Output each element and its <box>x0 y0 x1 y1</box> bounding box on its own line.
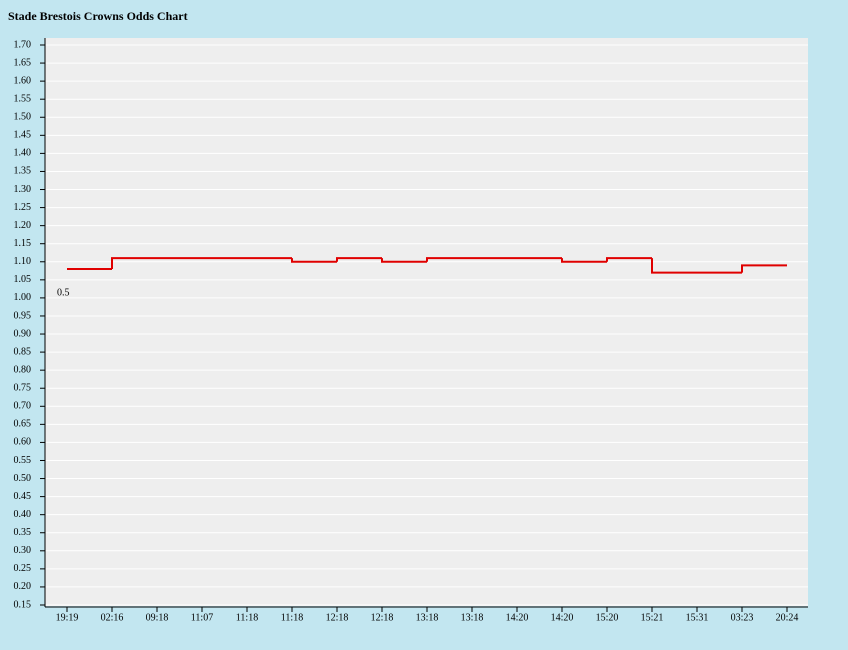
y-tick-label: 1.60 <box>14 75 32 86</box>
odds-step <box>111 257 157 269</box>
chart-title: Stade Brestois Crowns Odds Chart <box>8 9 188 23</box>
y-tick-label: 1.55 <box>14 93 32 104</box>
x-tick-label: 03:23 <box>731 612 754 623</box>
y-tick-label: 1.45 <box>14 130 32 141</box>
y-tick-label: 0.40 <box>14 509 32 520</box>
odds-step <box>561 258 607 263</box>
y-tick-label: 0.90 <box>14 328 32 339</box>
y-tick-label: 0.70 <box>14 401 32 412</box>
x-tick-label: 20:24 <box>776 612 799 623</box>
y-tick-label: 0.15 <box>14 599 32 610</box>
y-tick-label: 1.00 <box>14 292 32 303</box>
y-tick-label: 0.65 <box>14 419 32 430</box>
y-tick-label: 1.70 <box>14 39 32 50</box>
y-tick-label: 1.25 <box>14 202 32 213</box>
odds-step <box>291 258 337 263</box>
x-tick-label: 13:18 <box>416 612 439 623</box>
y-tick-label: 1.10 <box>14 256 32 267</box>
x-tick-label: 12:18 <box>326 612 349 623</box>
x-tick-label: 11:07 <box>191 612 213 623</box>
odds-step <box>426 257 472 262</box>
odds-step <box>381 258 427 263</box>
y-tick-label: 1.35 <box>14 166 32 177</box>
y-tick-label: 0.95 <box>14 310 32 321</box>
y-tick-label: 1.65 <box>14 57 32 68</box>
x-tick-label: 14:20 <box>551 612 574 623</box>
y-tick-label: 1.15 <box>14 238 32 249</box>
x-tick-label: 11:18 <box>281 612 303 623</box>
x-tick-label: 15:31 <box>686 612 709 623</box>
y-tick-label: 0.25 <box>14 563 32 574</box>
y-tick-label: 0.45 <box>14 491 32 502</box>
x-tick-label: 19:19 <box>56 612 79 623</box>
plot-area <box>45 38 808 606</box>
y-tick-label: 0.85 <box>14 346 32 357</box>
x-tick-label: 11:18 <box>236 612 258 623</box>
y-tick-label: 1.40 <box>14 148 32 159</box>
x-tick-label: 15:21 <box>641 612 664 623</box>
odds-step <box>651 258 697 274</box>
y-tick-label: 1.50 <box>14 112 32 123</box>
x-tick-label: 14:20 <box>506 612 529 623</box>
y-tick-label: 1.20 <box>14 220 32 231</box>
odds-step <box>741 264 787 273</box>
annotation: 0.5 <box>57 287 70 298</box>
x-tick-label: 15:20 <box>596 612 619 623</box>
odds-step <box>606 257 652 262</box>
y-tick-label: 0.20 <box>14 581 32 592</box>
y-tick-label: 1.05 <box>14 274 32 285</box>
x-tick-label: 02:16 <box>101 612 124 623</box>
odds-step <box>336 257 382 262</box>
y-tick-label: 0.35 <box>14 527 32 538</box>
y-tick-label: 1.30 <box>14 184 32 195</box>
y-tick-label: 0.60 <box>14 437 32 448</box>
y-tick-label: 0.30 <box>14 545 32 556</box>
y-tick-label: 0.80 <box>14 364 32 375</box>
x-tick-label: 09:18 <box>146 612 169 623</box>
x-tick-label: 12:18 <box>371 612 394 623</box>
y-tick-label: 0.75 <box>14 383 32 394</box>
y-tick-label: 0.55 <box>14 455 32 466</box>
x-tick-label: 13:18 <box>461 612 484 623</box>
y-tick-label: 0.50 <box>14 473 32 484</box>
